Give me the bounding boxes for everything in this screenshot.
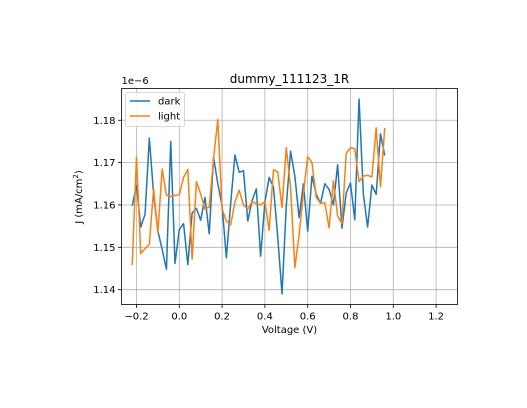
x-tick-label: 1.0 bbox=[385, 312, 401, 323]
y-tick-label: 1.14 bbox=[93, 285, 115, 296]
plot-frame bbox=[121, 88, 458, 305]
ticks: −0.2 0.0 0.2 0.4 0.6 0.8 1.0 1.2 1.14 1.15 1.16 1.1… bbox=[93, 116, 444, 323]
legend: dark light bbox=[125, 92, 185, 127]
series-line-light bbox=[131, 118, 386, 269]
x-tick-label: 0.0 bbox=[171, 312, 187, 323]
x-tick-label: −0.2 bbox=[124, 312, 148, 323]
series-layer bbox=[131, 98, 386, 295]
y-offset-label: 1e−6 bbox=[122, 76, 149, 87]
y-axis-label: J (mA/cm2) bbox=[72, 170, 85, 225]
legend-label-dark: dark bbox=[158, 97, 181, 108]
x-tick-label: 0.4 bbox=[257, 312, 273, 323]
y-tick-label: 1.17 bbox=[93, 158, 115, 169]
y-tick-label: 1.18 bbox=[93, 116, 115, 127]
x-tick-label: 0.2 bbox=[214, 312, 230, 323]
x-tick-label: 1.2 bbox=[428, 312, 444, 323]
y-axis-label-main: J (mA/cm bbox=[74, 179, 85, 225]
x-tick-label: 0.6 bbox=[300, 312, 316, 323]
x-axis-label: Voltage (V) bbox=[262, 325, 317, 336]
x-tick-label: 0.8 bbox=[343, 312, 359, 323]
y-tick-label: 1.15 bbox=[93, 243, 115, 254]
y-axis-label-close: ) bbox=[74, 170, 85, 174]
y-axis-label-superscript: 2 bbox=[72, 174, 80, 178]
y-tick-label: 1.16 bbox=[93, 200, 115, 211]
legend-label-light: light bbox=[158, 112, 180, 123]
chart-title: dummy_111123_1R bbox=[230, 72, 349, 86]
